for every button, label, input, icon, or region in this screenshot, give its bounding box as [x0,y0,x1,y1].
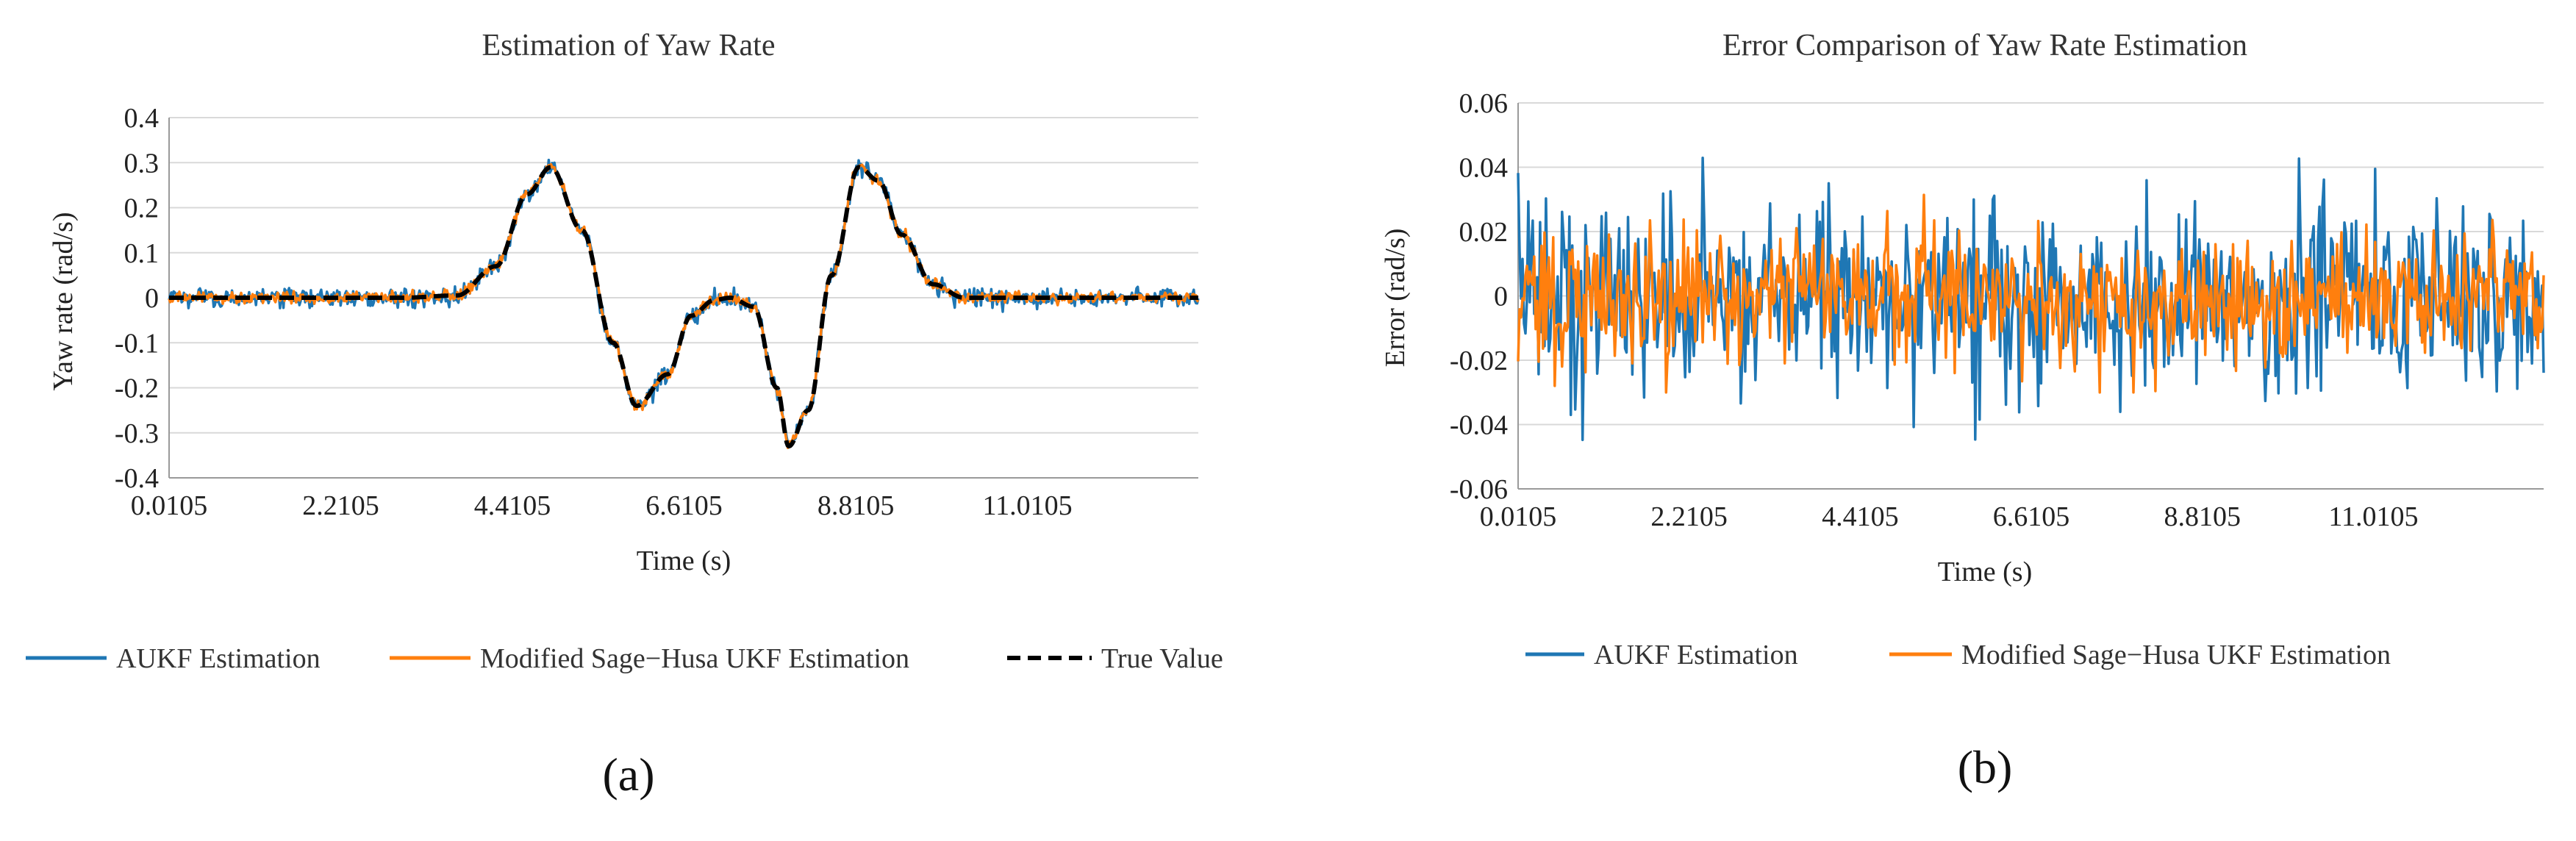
chart-a-x-tick-label: 2.2105 [302,490,379,521]
chart-b-y-tick-label: 0.06 [1459,88,1509,119]
chart-b-series [1517,156,2545,442]
chart-a-x-tick-label: 4.4105 [474,490,551,521]
chart-a-series [168,158,1200,449]
chart-b-x-tick-label: 4.4105 [1822,501,1899,532]
chart-a-y-axis-label: Yaw rate (rad/s) [48,212,79,390]
chart-a-x-axis-label: Time (s) [637,545,731,576]
chart-b-series-line-1 [1517,193,2545,394]
chart-b-x-tick-label: 8.8105 [2164,501,2241,532]
chart-a-legend: AUKF Estimation Modified Sage−Husa UKF E… [26,643,1223,674]
chart-a-title: Estimation of Yaw Rate [482,29,776,62]
legend-a-label-sage-husa: Modified Sage−Husa UKF Estimation [480,643,909,674]
chart-a-y-tick-label: 0.4 [124,103,160,134]
chart-b-legend: AUKF Estimation Modified Sage−Husa UKF E… [1525,640,2391,670]
legend-b-label-aukf: AUKF Estimation [1594,640,1798,670]
chart-a-series-line-1 [168,162,1200,449]
chart-b-title: Error Comparison of Yaw Rate Estimation [1722,29,2247,62]
chart-b: Error Comparison of Yaw Rate Estimation … [1380,29,2545,793]
chart-a-y-tick-labels: 0.4 0.3 0.2 0.1 0 -0.1 -0.2 -0.3 -0.4 [115,103,159,494]
chart-a-y-tick-label: -0.2 [115,373,159,404]
chart-b-x-tick-label: 0.0105 [1480,501,1557,532]
chart-b-x-tick-labels: 0.0105 2.2105 4.4105 6.6105 8.8105 11.0105 [1480,501,2419,532]
chart-a-x-tick-label: 11.0105 [983,490,1073,521]
panel-label-b: (b) [1958,741,2013,793]
chart-a-x-tick-labels: 0.0105 2.2105 4.4105 6.6105 8.8105 11.0105 [131,490,1073,521]
chart-b-x-tick-label: 11.0105 [2328,501,2418,532]
chart-b-y-tick-label: 0 [1494,282,1508,312]
chart-a-y-tick-label: 0.1 [124,238,160,269]
chart-b-y-tick-label: -0.02 [1450,346,1508,376]
chart-a: Estimation of Yaw Rate 0.4 0.3 0.2 0.1 0 -0.1… [26,29,1223,801]
chart-b-x-tick-label: 6.6105 [1993,501,2070,532]
chart-b-y-tick-label: 0.02 [1459,217,1509,248]
chart-a-series-line-2 [168,165,1200,449]
chart-b-y-axis-label: Error (rad/s) [1380,229,1411,368]
chart-b-y-tick-labels: 0.06 0.04 0.02 0 -0.02 -0.04 -0.06 [1450,88,1508,505]
chart-b-x-tick-label: 2.2105 [1650,501,1728,532]
chart-a-x-tick-label: 8.8105 [817,490,895,521]
chart-a-x-tick-label: 6.6105 [645,490,723,521]
chart-a-y-tick-label: -0.4 [115,463,159,494]
chart-b-y-tick-label: -0.06 [1450,474,1508,505]
chart-b-y-tick-label: 0.04 [1459,153,1509,184]
chart-a-x-tick-label: 0.0105 [131,490,208,521]
panel-label-a: (a) [602,748,654,801]
legend-a-label-true-value: True Value [1101,643,1223,674]
chart-a-y-tick-label: 0.3 [124,148,160,179]
chart-a-y-tick-label: -0.3 [115,418,159,449]
legend-a-label-aukf: AUKF Estimation [116,643,321,674]
chart-a-y-tick-label: 0.2 [124,193,160,224]
chart-a-y-tick-label: -0.1 [115,328,159,359]
chart-a-y-tick-label: 0 [145,283,159,314]
legend-b-label-sage-husa: Modified Sage−Husa UKF Estimation [1961,640,2391,670]
chart-b-x-axis-label: Time (s) [1938,557,2032,587]
chart-b-y-tick-label: -0.04 [1450,410,1508,441]
